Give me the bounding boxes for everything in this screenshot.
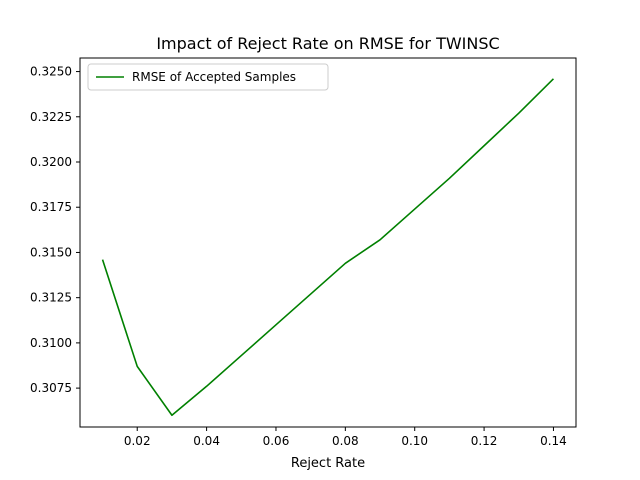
x-axis-label: Reject Rate	[291, 456, 365, 471]
plot-area: 0.02 0.04 0.06 0.08 0.10 0.12 0.14 0.3075 0.3100…	[30, 57, 577, 448]
y-tick-label: 0.3225	[30, 110, 72, 124]
y-tick-label: 0.3100	[30, 336, 72, 350]
x-tick-label: 0.08	[332, 434, 359, 448]
y-tick-label: 0.3125	[30, 291, 72, 305]
y-tick-label: 0.3200	[30, 155, 72, 169]
legend-entry: RMSE of Accepted Samples	[132, 70, 296, 84]
x-tick-label: 0.04	[193, 434, 220, 448]
y-tick-label: 0.3175	[30, 200, 72, 214]
legend-box	[87, 63, 329, 91]
axes-frame	[79, 57, 577, 428]
x-tick-label: 0.14	[540, 434, 567, 448]
x-tick-label: 0.12	[471, 434, 498, 448]
y-tick-label: 0.3250	[30, 65, 72, 79]
x-tick-label: 0.10	[401, 434, 428, 448]
y-tick-label: 0.3150	[30, 245, 72, 259]
x-tick-label: 0.02	[124, 434, 151, 448]
x-tick-label: 0.06	[263, 434, 290, 448]
y-tick-label: 0.3075	[30, 381, 72, 395]
series-line-0	[101, 78, 555, 417]
chart-title: Impact of Reject Rate on RMSE for TWINSC	[156, 34, 499, 53]
